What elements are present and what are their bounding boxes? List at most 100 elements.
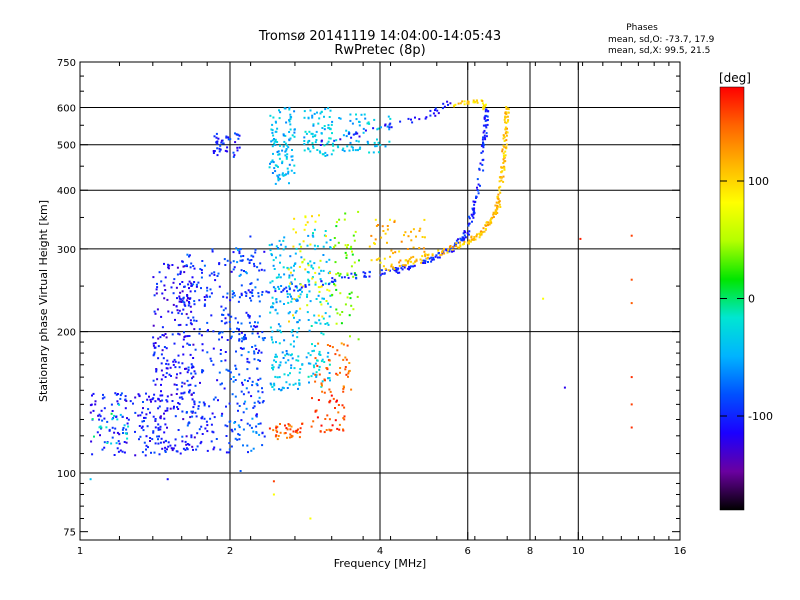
echo-point (276, 329, 279, 332)
echo-point (296, 331, 299, 334)
echo-point (423, 218, 426, 221)
echo-point (282, 357, 285, 359)
echo-point (351, 253, 354, 256)
echo-point (160, 378, 163, 381)
echo-point (307, 362, 310, 365)
echo-point (201, 433, 204, 435)
echo-point (229, 378, 232, 380)
echo-point (311, 277, 314, 280)
echo-point (273, 142, 276, 145)
echo-point (415, 259, 418, 262)
echo-point (288, 320, 290, 323)
echo-point (344, 251, 347, 254)
echo-point (237, 300, 240, 303)
echo-point (318, 117, 321, 120)
echo-point (157, 442, 160, 445)
echo-point (353, 239, 356, 242)
echo-point (242, 347, 245, 350)
echo-point (437, 249, 440, 252)
echo-point (340, 322, 343, 325)
echo-point (349, 119, 352, 122)
echo-point (439, 254, 442, 257)
echo-point (232, 292, 235, 294)
echo-point (273, 167, 276, 170)
echo-point (290, 300, 293, 303)
echo-point (254, 321, 256, 324)
echo-point (338, 274, 341, 277)
echo-point (242, 428, 245, 431)
echo-point (358, 135, 361, 138)
echo-point (334, 353, 337, 356)
echo-point (176, 273, 179, 276)
echo-point (366, 140, 369, 143)
echo-point (193, 303, 196, 306)
echo-point (505, 134, 508, 137)
echo-point (182, 392, 185, 395)
echo-point (203, 402, 206, 405)
echo-point (424, 117, 427, 120)
echo-point (164, 440, 167, 443)
echo-point (314, 373, 317, 376)
echo-point (318, 266, 321, 269)
echo-point (310, 264, 313, 267)
echo-point (213, 273, 216, 276)
echo-point (332, 281, 335, 283)
echo-point (469, 240, 472, 243)
y-tick-label: 400 (57, 186, 76, 197)
echo-point (279, 144, 281, 147)
echo-point (186, 342, 189, 345)
echo-point (291, 159, 294, 162)
echo-point (423, 250, 426, 253)
echo-point (348, 314, 351, 317)
echo-point (467, 240, 470, 243)
echo-point (329, 272, 331, 274)
echo-point (240, 340, 243, 343)
echo-point (219, 448, 222, 451)
echo-point (146, 398, 149, 401)
echo-point (482, 227, 485, 230)
echo-point (106, 442, 109, 444)
echo-point (181, 362, 184, 365)
echo-point (482, 169, 485, 172)
echo-point (291, 282, 293, 285)
echo-point (351, 122, 354, 125)
echo-point (298, 382, 301, 385)
echo-point (188, 302, 191, 305)
echo-point (278, 388, 280, 391)
echo-point (286, 387, 289, 389)
echo-point (159, 441, 162, 444)
echo-point (99, 425, 102, 428)
echo-point (335, 139, 338, 142)
echo-point (484, 110, 487, 113)
echo-point (480, 233, 483, 236)
echo-point (418, 229, 421, 232)
echo-point (258, 315, 261, 318)
echo-point (441, 107, 444, 110)
echo-point (164, 333, 167, 335)
echo-point (287, 374, 290, 377)
echo-point (303, 140, 306, 142)
echo-point (290, 364, 293, 367)
echo-point (166, 400, 169, 403)
echo-point (279, 431, 282, 434)
echo-point (216, 379, 219, 382)
echo-point (291, 297, 294, 300)
echo-point (292, 245, 295, 248)
echo-point (443, 105, 446, 108)
echo-point (408, 258, 411, 261)
echo-point (189, 353, 192, 356)
echo-point (216, 275, 219, 277)
echo-point (228, 321, 231, 323)
echo-point (276, 141, 279, 143)
echo-point (386, 241, 388, 244)
echo-point (251, 384, 254, 387)
echo-point (484, 119, 487, 122)
echo-point (307, 262, 310, 265)
echo-point (91, 394, 93, 397)
echo-point (412, 262, 415, 265)
echo-point (249, 235, 252, 238)
echo-point (277, 285, 280, 288)
echo-point (299, 293, 302, 296)
echo-point (502, 144, 505, 147)
